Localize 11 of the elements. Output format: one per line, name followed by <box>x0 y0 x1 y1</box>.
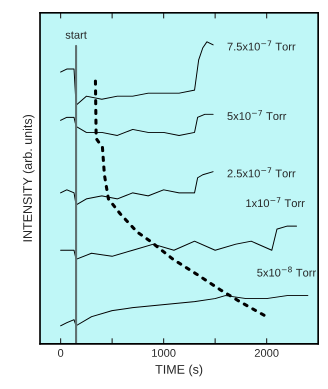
annotation: 7.5x10$^{−7}$ Torr <box>228 40 296 51</box>
x-tick-label: 2000 <box>254 349 279 357</box>
y-axis-title: INTENSITY (arb. units) <box>22 114 34 242</box>
x-tick-label: 0 <box>58 349 64 357</box>
ref-line-label: start <box>66 31 87 39</box>
x-tick-label: 1000 <box>152 349 176 357</box>
annotation: 2.5x10$^{−7}$ Torr <box>228 167 296 178</box>
annotation: 5x10$^{−7}$ Torr <box>227 110 286 120</box>
annotation: 5x10$^{−8}$ Torr <box>257 266 316 277</box>
annotation: 1x10$^{−7}$ Torr <box>246 197 305 208</box>
x-axis-title: TIME (s) <box>155 364 202 376</box>
